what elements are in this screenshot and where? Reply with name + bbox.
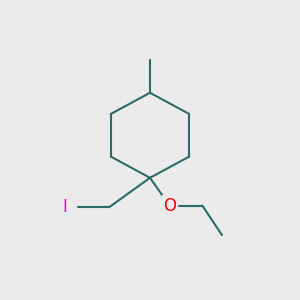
Text: O: O [163, 196, 176, 214]
Text: I: I [62, 198, 68, 216]
